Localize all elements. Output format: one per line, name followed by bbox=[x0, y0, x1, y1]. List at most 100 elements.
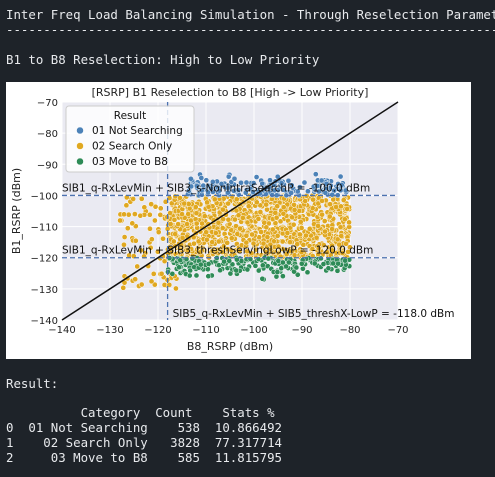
point-search-only bbox=[194, 221, 199, 226]
point-move-to-b8 bbox=[312, 261, 317, 266]
point-move-to-b8 bbox=[260, 263, 265, 268]
point-search-only bbox=[133, 238, 138, 243]
point-search-only bbox=[338, 204, 343, 209]
point-move-to-b8 bbox=[206, 261, 211, 266]
x-tick-label: −80 bbox=[339, 325, 360, 336]
y-tick-label: −80 bbox=[37, 129, 58, 140]
point-search-only bbox=[151, 271, 156, 276]
point-search-only bbox=[319, 212, 324, 217]
point-search-only bbox=[131, 196, 136, 201]
point-search-only bbox=[307, 226, 312, 231]
point-search-only bbox=[254, 200, 259, 205]
point-search-only bbox=[330, 226, 335, 231]
point-search-only bbox=[244, 233, 249, 238]
reference-label: SIB1_q-RxLevMin + SIB3_s-NonIntraSearchP… bbox=[62, 182, 370, 194]
point-search-only bbox=[126, 212, 131, 217]
point-search-only bbox=[264, 225, 269, 230]
table-row: 0 01 Not Searching 538 10.866492 bbox=[6, 420, 282, 435]
point-search-only bbox=[133, 277, 138, 282]
point-search-only bbox=[173, 194, 178, 199]
point-search-only bbox=[158, 206, 163, 211]
point-search-only bbox=[232, 217, 237, 222]
point-search-only bbox=[281, 205, 286, 210]
result-label: Result: bbox=[6, 376, 58, 391]
point-search-only bbox=[274, 215, 279, 220]
point-move-to-b8 bbox=[336, 261, 341, 266]
point-search-only bbox=[184, 222, 189, 227]
x-tick-label: −70 bbox=[387, 325, 408, 336]
point-search-only bbox=[160, 236, 165, 241]
title-rule: ----------------------------------------… bbox=[6, 22, 495, 37]
point-search-only bbox=[149, 237, 154, 242]
point-move-to-b8 bbox=[284, 264, 289, 269]
x-tick-label: −120 bbox=[144, 325, 171, 336]
legend-marker bbox=[77, 143, 84, 150]
point-search-only bbox=[275, 204, 280, 209]
point-move-to-b8 bbox=[335, 268, 340, 273]
point-search-only bbox=[281, 211, 286, 216]
point-search-only bbox=[297, 232, 302, 237]
point-search-only bbox=[158, 212, 163, 217]
table-row: 2 03 Move to B8 585 11.815795 bbox=[6, 450, 282, 465]
point-search-only bbox=[187, 206, 192, 211]
point-move-to-b8 bbox=[331, 261, 336, 266]
legend: Result01 Not Searching02 Search Only03 M… bbox=[66, 106, 194, 172]
point-search-only bbox=[130, 221, 135, 226]
point-search-only bbox=[258, 209, 263, 214]
point-search-only bbox=[138, 213, 143, 218]
reference-label: SIB5_q-RxLevMin + SIB5_threshX-LowP = -1… bbox=[173, 308, 455, 320]
point-search-only bbox=[333, 204, 338, 209]
point-search-only bbox=[179, 212, 184, 217]
point-search-only bbox=[319, 198, 324, 203]
point-search-only bbox=[338, 225, 343, 230]
point-move-to-b8 bbox=[178, 258, 183, 263]
point-search-only bbox=[245, 220, 250, 225]
point-move-to-b8 bbox=[256, 268, 261, 273]
point-search-only bbox=[124, 203, 129, 208]
point-search-only bbox=[291, 222, 296, 227]
point-move-to-b8 bbox=[170, 271, 175, 276]
x-axis-label: B8_RSRP (dBm) bbox=[187, 340, 273, 353]
point-search-only bbox=[315, 223, 320, 228]
legend-title: Result bbox=[114, 110, 146, 122]
page-title: Inter Freq Load Balancing Simulation - T… bbox=[6, 7, 495, 22]
point-search-only bbox=[258, 229, 263, 234]
point-search-only bbox=[297, 208, 302, 213]
point-move-to-b8 bbox=[206, 274, 211, 279]
y-tick-label: −110 bbox=[31, 223, 58, 234]
point-search-only bbox=[186, 211, 191, 216]
point-move-to-b8 bbox=[266, 256, 271, 261]
x-tick-label: −90 bbox=[291, 325, 312, 336]
point-search-only bbox=[172, 217, 177, 222]
point-search-only bbox=[335, 237, 340, 242]
point-search-only bbox=[331, 197, 336, 202]
point-search-only bbox=[202, 214, 207, 219]
point-search-only bbox=[139, 196, 144, 201]
point-move-to-b8 bbox=[274, 274, 279, 279]
table-row: 1 02 Search Only 3828 77.317714 bbox=[6, 435, 282, 450]
point-search-only bbox=[226, 217, 231, 222]
point-move-to-b8 bbox=[275, 269, 280, 274]
point-search-only bbox=[285, 230, 290, 235]
point-search-only bbox=[220, 225, 225, 230]
section-title: B1 to B8 Reselection: High to Low Priori… bbox=[6, 52, 319, 67]
y-tick-label: −130 bbox=[31, 285, 58, 296]
legend-marker bbox=[77, 127, 84, 134]
point-search-only bbox=[237, 226, 242, 231]
y-tick-label: −140 bbox=[31, 316, 58, 327]
y-axis-label: B1_RSRP (dBm) bbox=[10, 168, 23, 254]
reference-label: SIB1_q-RxLevMin + SIB3_threshServingLowP… bbox=[62, 245, 373, 257]
point-search-only bbox=[194, 211, 199, 216]
point-search-only bbox=[256, 216, 261, 221]
table-header: Category Count Stats % bbox=[6, 405, 282, 420]
point-not-searching bbox=[188, 176, 193, 181]
point-search-only bbox=[310, 197, 315, 202]
point-search-only bbox=[142, 205, 147, 210]
point-search-only bbox=[292, 207, 297, 212]
legend-marker bbox=[77, 158, 84, 165]
point-search-only bbox=[204, 200, 209, 205]
point-not-searching bbox=[338, 174, 343, 179]
point-move-to-b8 bbox=[326, 266, 331, 271]
point-search-only bbox=[229, 236, 234, 241]
point-search-only bbox=[162, 282, 167, 287]
